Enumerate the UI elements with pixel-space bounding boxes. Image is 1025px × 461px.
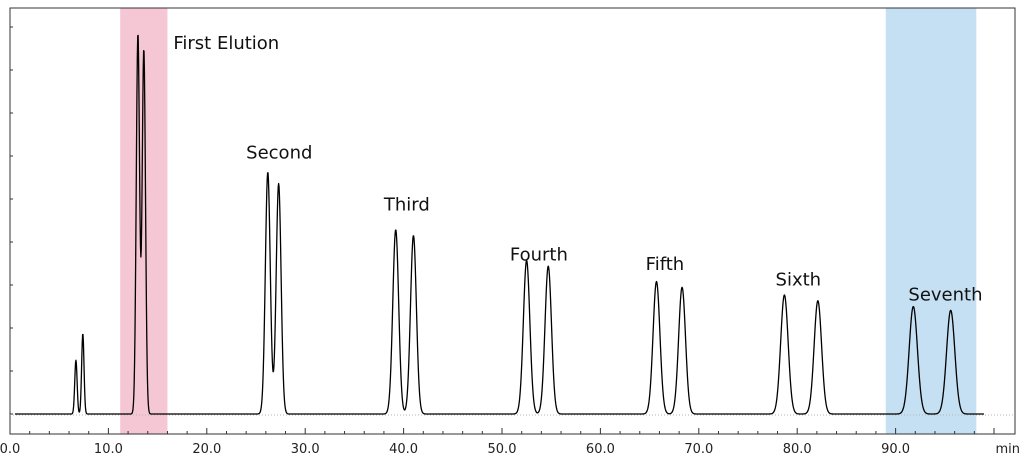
x-tick-label: 50.0 — [488, 442, 517, 457]
peak-label-4: Fourth — [510, 244, 568, 265]
highlight-regions — [120, 8, 977, 434]
axis-ticks — [9, 26, 995, 434]
highlight-region-1 — [120, 8, 168, 434]
x-tick-label: 0.0 — [0, 442, 20, 457]
peak-label-6: Sixth — [776, 269, 822, 290]
x-tick-label: 40.0 — [389, 442, 418, 457]
peak-label-5: Fifth — [646, 254, 685, 275]
x-unit-label: min — [995, 442, 1020, 457]
x-tick-label: 90.0 — [881, 442, 910, 457]
peak-label-1: First Elution — [173, 33, 279, 54]
x-tick-label: 30.0 — [291, 442, 320, 457]
x-tick-label: 20.0 — [192, 442, 221, 457]
x-tick-label: 70.0 — [684, 442, 713, 457]
peak-label-7: Seventh — [908, 285, 982, 306]
chromatogram-trace — [14, 34, 985, 415]
peak-label-3: Third — [383, 194, 430, 215]
x-tick-label: 10.0 — [94, 442, 123, 457]
highlight-region-2 — [885, 8, 977, 434]
plot-frame — [9, 7, 1016, 435]
peak-label-2: Second — [246, 143, 312, 164]
x-tick-labels: 0.0 10.0 20.0 30.0 40.0 50.0 60.0 70.0 80.0 90.0 m… — [0, 442, 1020, 457]
trace-line — [14, 34, 985, 415]
x-tick-label: 60.0 — [586, 442, 615, 457]
x-tick-label: 80.0 — [783, 442, 812, 457]
plot-border — [9, 7, 1016, 435]
peak-labels: First Elution Second Third Fourth Fifth Sixth… — [173, 33, 982, 306]
